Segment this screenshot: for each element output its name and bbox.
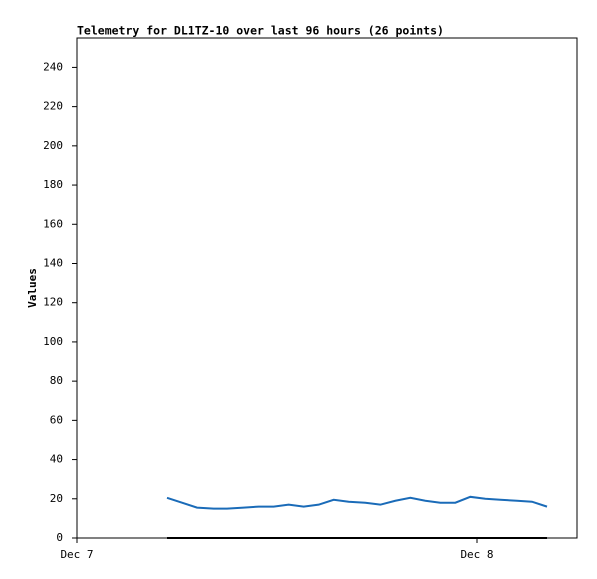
y-tick-label: 120 <box>43 296 63 309</box>
x-tick-label: Dec 8 <box>460 548 493 561</box>
y-tick-label: 100 <box>43 335 63 348</box>
y-tick-label: 160 <box>43 217 63 230</box>
y-tick-label: 20 <box>50 492 63 505</box>
y-tick-label: 80 <box>50 374 63 387</box>
y-tick-label: 60 <box>50 413 63 426</box>
y-tick-label: 40 <box>50 453 63 466</box>
y-tick-label: 180 <box>43 178 63 191</box>
series-line <box>166 495 548 510</box>
y-tick-label: 0 <box>56 531 63 544</box>
y-tick-label: 200 <box>43 139 63 152</box>
y-tick-label: 220 <box>43 100 63 113</box>
y-tick-label: 240 <box>43 60 63 73</box>
y-axis-label: Values <box>26 268 39 308</box>
y-tick-label: 140 <box>43 256 63 269</box>
chart-title: Telemetry for DL1TZ-10 over last 96 hour… <box>77 24 444 38</box>
x-tick-label: Dec 7 <box>60 548 93 561</box>
plot-frame <box>76 37 578 539</box>
